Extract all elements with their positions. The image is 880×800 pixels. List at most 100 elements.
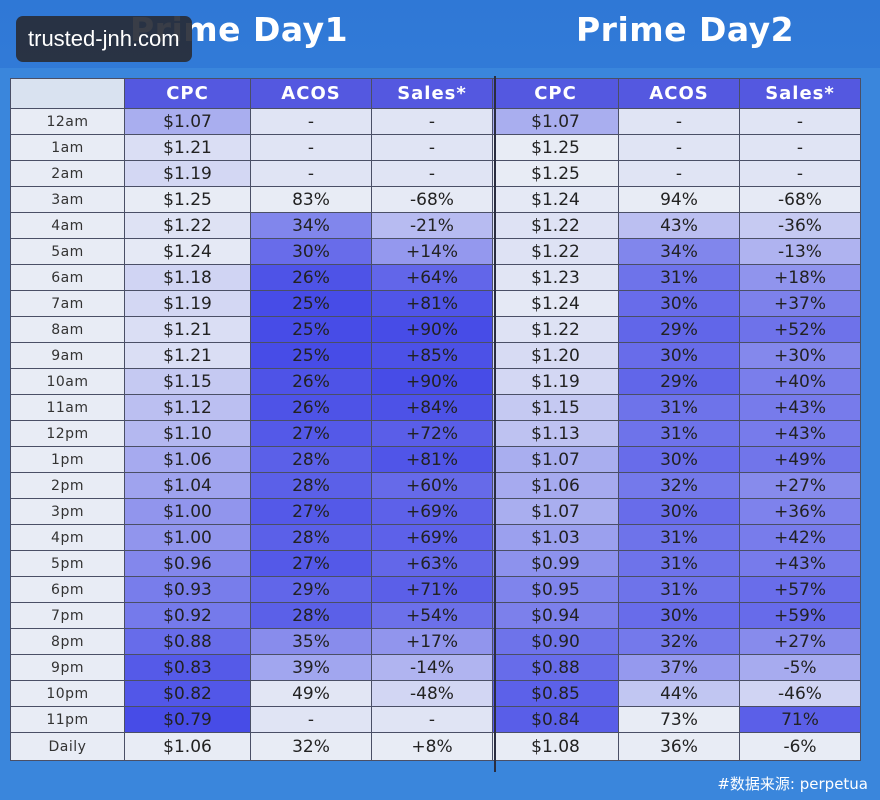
time-cell: 2am (10, 160, 125, 187)
day2-sales-cell: -46% (739, 680, 861, 707)
table-row: 2pm $1.04 28% +60% $1.06 32% +27% (10, 472, 861, 499)
table-row: 12am $1.07- - $1.07- - (10, 108, 861, 135)
day2-acos-cell: 34% (618, 238, 740, 265)
day2-acos-cell: 43% (618, 212, 740, 239)
time-cell: 11am (10, 394, 125, 421)
day1-acos-cell: 28% (250, 602, 372, 629)
day2-sales-cell: +18% (739, 264, 861, 291)
header-day1-acos: ACOS (250, 78, 372, 109)
day2-cpc-cell: $0.99 (492, 550, 619, 577)
day2-sales-cell: 71% (739, 706, 861, 733)
day2-acos-cell: 32% (618, 472, 740, 499)
table-row: 5pm $0.96 27% +63% $0.99 31% +43% (10, 550, 861, 577)
day-divider (494, 76, 496, 772)
day2-cpc-cell: $1.24 (492, 290, 619, 317)
watermark-badge: trusted-jnh.com (16, 16, 192, 62)
day1-cpc-cell: $1.21 (124, 316, 251, 343)
day2-sales-cell: - (739, 108, 861, 135)
day2-cpc-cell: $0.90 (492, 628, 619, 655)
day2-cpc-cell: $1.19 (492, 368, 619, 395)
day2-acos-cell: 31% (618, 264, 740, 291)
day2-sales-cell: -36% (739, 212, 861, 239)
day2-acos-cell: - (618, 160, 740, 187)
day1-sales-cell: +69% (371, 498, 493, 525)
data-source-caption: #数据来源: perpetua (717, 775, 868, 793)
time-cell: 9am (10, 342, 125, 369)
table-row: 3pm $1.00 27% +69% $1.07 30% +36% (10, 498, 861, 525)
day2-sales-cell: +43% (739, 394, 861, 421)
header-day1-sales: Sales* (371, 78, 493, 109)
day2-cpc-cell: $1.07 (492, 498, 619, 525)
table-body: 12am $1.07- - $1.07- -1am $1.21- - $1.25- -2am $1… (10, 108, 861, 761)
day2-cpc-cell: $0.85 (492, 680, 619, 707)
day2-acos-cell: 31% (618, 550, 740, 577)
day2-acos-cell: - (618, 134, 740, 161)
daily-total-row: Daily $1.06 32% +8% $1.08 36% -6% (10, 732, 861, 761)
table-row: 12pm $1.10 27% +72% $1.13 31% +43% (10, 420, 861, 447)
day2-cpc-cell: $1.06 (492, 472, 619, 499)
day2-acos-cell: 31% (618, 576, 740, 603)
day2-acos-cell: 30% (618, 290, 740, 317)
day2-acos-cell: 36% (618, 732, 740, 761)
day1-sales-cell: - (371, 134, 493, 161)
day1-sales-cell: - (371, 160, 493, 187)
time-cell: 10am (10, 368, 125, 395)
time-cell: 3am (10, 186, 125, 213)
day1-cpc-cell: $0.92 (124, 602, 251, 629)
day1-cpc-cell: $1.21 (124, 134, 251, 161)
day2-sales-cell: - (739, 160, 861, 187)
day1-cpc-cell: $1.25 (124, 186, 251, 213)
day2-sales-cell: +27% (739, 472, 861, 499)
day1-sales-cell: +71% (371, 576, 493, 603)
table-row: 8pm $0.88 35% +17% $0.90 32% +27% (10, 628, 861, 655)
time-cell: 3pm (10, 498, 125, 525)
day2-sales-cell: +49% (739, 446, 861, 473)
header-day2-cpc: CPC (492, 78, 619, 109)
day1-cpc-cell: $1.04 (124, 472, 251, 499)
day1-acos-cell: 28% (250, 524, 372, 551)
day1-acos-cell: - (250, 134, 372, 161)
day1-sales-cell: +90% (371, 368, 493, 395)
table-row: 3am $1.25 83% -68% $1.24 94% -68% (10, 186, 861, 213)
day1-acos-cell: 26% (250, 394, 372, 421)
time-cell: 8pm (10, 628, 125, 655)
day2-cpc-cell: $1.25 (492, 134, 619, 161)
day1-acos-cell: 25% (250, 290, 372, 317)
day2-acos-cell: 29% (618, 368, 740, 395)
day1-sales-cell: - (371, 108, 493, 135)
day1-sales-cell: +17% (371, 628, 493, 655)
day2-sales-cell: -13% (739, 238, 861, 265)
table-row: 11am $1.12 26% +84% $1.15 31% +43% (10, 394, 861, 421)
table-row: 9am $1.21 25% +85% $1.20 30% +30% (10, 342, 861, 369)
day1-cpc-cell: $1.00 (124, 498, 251, 525)
day1-cpc-cell: $1.15 (124, 368, 251, 395)
day2-cpc-cell: $1.13 (492, 420, 619, 447)
time-cell: 6pm (10, 576, 125, 603)
time-cell: 12pm (10, 420, 125, 447)
time-cell: 2pm (10, 472, 125, 499)
day2-cpc-cell: $1.24 (492, 186, 619, 213)
time-cell: 10pm (10, 680, 125, 707)
day1-cpc-cell: $0.79 (124, 706, 251, 733)
table-row: 5am $1.24 30% +14% $1.22 34% -13% (10, 238, 861, 265)
day2-acos-cell: - (618, 108, 740, 135)
table-row: 10pm $0.82 49% -48% $0.85 44% -46% (10, 680, 861, 707)
day2-sales-cell: +43% (739, 550, 861, 577)
time-cell: 7pm (10, 602, 125, 629)
day2-acos-cell: 94% (618, 186, 740, 213)
day1-sales-cell: -21% (371, 212, 493, 239)
day1-cpc-cell: $1.06 (124, 732, 251, 761)
table-row: 2am $1.19- - $1.25- - (10, 160, 861, 187)
day2-cpc-cell: $1.22 (492, 238, 619, 265)
day1-cpc-cell: $0.82 (124, 680, 251, 707)
day2-cpc-cell: $0.95 (492, 576, 619, 603)
day2-acos-cell: 32% (618, 628, 740, 655)
day1-sales-cell: +69% (371, 524, 493, 551)
day1-sales-cell: +54% (371, 602, 493, 629)
header-day1-cpc: CPC (124, 78, 251, 109)
day2-sales-cell: +27% (739, 628, 861, 655)
day1-cpc-cell: $1.12 (124, 394, 251, 421)
time-cell: 4pm (10, 524, 125, 551)
title-prime-day2: Prime Day2 (576, 10, 795, 49)
table-row: 4pm $1.00 28% +69% $1.03 31% +42% (10, 524, 861, 551)
